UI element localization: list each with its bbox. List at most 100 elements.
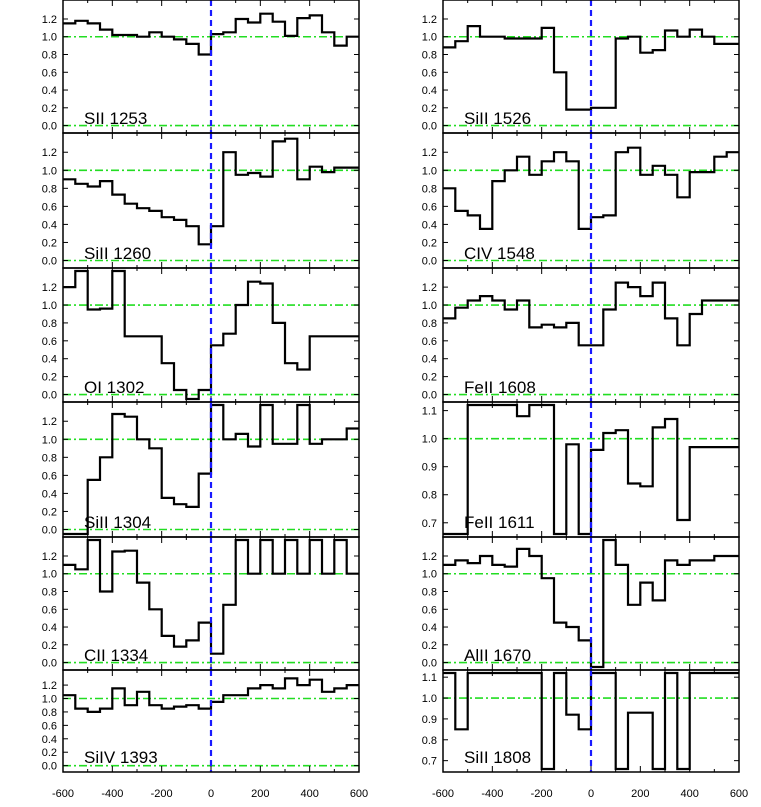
y-tick-label: 0.0 — [422, 255, 437, 267]
y-tick-label: 1.2 — [42, 551, 57, 563]
y-tick-label: 1.1 — [422, 406, 437, 418]
y-tick-label: 1.2 — [42, 680, 57, 692]
y-tick-label: 0.0 — [422, 121, 437, 133]
y-tick-label: 0.6 — [42, 604, 57, 616]
y-tick-label: 1.0 — [42, 569, 57, 581]
y-tick-label: 0.4 — [422, 622, 437, 634]
y-tick-label: 0.0 — [42, 121, 57, 133]
transition-label: SiII 1304 — [84, 513, 151, 532]
y-tick-label: 0.2 — [422, 640, 437, 652]
y-tick-label: 0.0 — [42, 390, 57, 402]
transition-label: SiII 1808 — [464, 748, 531, 767]
x-tick-label: 600 — [350, 788, 368, 800]
y-tick-label: 0.6 — [422, 604, 437, 616]
y-tick-label: 0.2 — [42, 372, 57, 384]
y-tick-label: 1.0 — [422, 300, 437, 312]
y-tick-label: 1.0 — [42, 32, 57, 44]
y-tick-label: 1.2 — [42, 14, 57, 26]
y-tick-label: 0.8 — [42, 707, 57, 719]
x-tick-label: -600 — [432, 788, 454, 800]
x-tick-label: 600 — [730, 788, 748, 800]
spectrum-line — [443, 281, 739, 347]
y-tick-label: 1.0 — [42, 694, 57, 706]
y-tick-label: 0.2 — [42, 506, 57, 518]
panel-frame — [62, 669, 360, 773]
y-tick-label: 0.8 — [42, 183, 57, 195]
y-tick-label: 1.2 — [42, 147, 57, 159]
y-tick-label: 0.4 — [42, 354, 57, 366]
panel-5: 0.0 0.2 0.4 0.6 0.8 1.0 1.2 CII 1334 — [42, 536, 360, 671]
y-tick-label: 0.4 — [42, 219, 57, 231]
y-tick-label: 0.4 — [422, 354, 437, 366]
panel-2: 0.0 0.2 0.4 0.6 0.8 1.0 1.2 SiII 1260 — [42, 132, 360, 269]
transition-label: CIV 1548 — [464, 244, 535, 263]
panel-10: 0.7 0.8 0.9 1.0 1.1 FeII 1611 — [422, 401, 740, 538]
y-tick-label: 1.0 — [422, 434, 437, 446]
transition-label: SII 1253 — [84, 109, 147, 128]
y-tick-label: 0.0 — [42, 524, 57, 536]
y-tick-label: 1.2 — [422, 282, 437, 294]
transition-label: SiII 1260 — [84, 244, 151, 263]
y-tick-label: 0.4 — [422, 85, 437, 97]
y-tick-label: 0.4 — [42, 85, 57, 97]
y-tick-label: 0.4 — [42, 488, 57, 500]
y-tick-label: 0.7 — [422, 756, 437, 768]
panel-4: 0.0 0.2 0.4 0.6 0.8 1.0 1.2 SiII 1304 — [42, 401, 360, 538]
y-tick-label: 0.4 — [422, 219, 437, 231]
panel-7: 0.0 0.2 0.4 0.6 0.8 1.0 1.2 SiII 1526 — [422, 0, 740, 134]
y-tick-label: 0.6 — [42, 720, 57, 732]
y-tick-label: 0.9 — [422, 462, 437, 474]
y-tick-label: 1.0 — [422, 569, 437, 581]
y-tick-label: 0.6 — [42, 470, 57, 482]
y-tick-label: 1.1 — [422, 672, 437, 684]
y-tick-label: 0.2 — [42, 103, 57, 115]
y-tick-label: 0.2 — [42, 747, 57, 759]
transition-label: OI 1302 — [84, 378, 145, 397]
y-tick-label: 0.6 — [42, 201, 57, 213]
y-tick-label: 0.8 — [422, 587, 437, 599]
y-tick-label: 0.8 — [42, 587, 57, 599]
y-tick-label: 0.2 — [422, 103, 437, 115]
x-tick-label: 200 — [251, 788, 269, 800]
y-tick-label: 0.8 — [422, 318, 437, 330]
y-tick-label: 1.2 — [422, 147, 437, 159]
y-tick-label: 1.0 — [422, 693, 437, 705]
y-tick-label: 0.7 — [422, 518, 437, 530]
y-tick-label: 1.2 — [42, 282, 57, 294]
y-tick-label: 0.8 — [42, 50, 57, 62]
spectrum-line — [443, 538, 739, 669]
y-tick-label: 0.8 — [422, 50, 437, 62]
y-tick-label: 0.0 — [42, 761, 57, 773]
x-tick-label: 0 — [208, 788, 214, 800]
x-tick-label: -200 — [531, 788, 553, 800]
spectrum-line — [443, 25, 739, 111]
panel-3: 0.0 0.2 0.4 0.6 0.8 1.0 1.2 OI 1302 — [42, 267, 360, 403]
x-tick-label: -200 — [151, 788, 173, 800]
y-tick-label: 0.8 — [422, 490, 437, 502]
y-tick-label: 0.4 — [42, 734, 57, 746]
spectrum-line — [63, 677, 359, 713]
panel-1: 0.0 0.2 0.4 0.6 0.8 1.0 1.2 SII 1253 — [42, 0, 360, 134]
y-tick-label: 0.6 — [42, 336, 57, 348]
y-tick-label: 1.0 — [42, 434, 57, 446]
y-tick-label: 0.6 — [422, 201, 437, 213]
panel-6: 0.0 0.20.4 0.60.81.0 1.2 SiIV 1393 — [42, 669, 360, 773]
y-tick-label: 0.6 — [42, 67, 57, 79]
transition-label: AlII 1670 — [464, 646, 531, 665]
y-tick-label: 0.6 — [422, 67, 437, 79]
y-tick-label: 0.0 — [42, 255, 57, 267]
y-tick-label: 0.0 — [42, 658, 57, 670]
y-tick-label: 0.2 — [42, 237, 57, 249]
panel-11: 0.0 0.2 0.4 0.6 0.8 1.0 1.2 AlII 1670 — [422, 536, 740, 671]
y-tick-label: 0.0 — [422, 390, 437, 402]
y-tick-label: 0.8 — [42, 318, 57, 330]
transition-label: FeII 1611 — [464, 513, 535, 532]
transition-label: SiII 1526 — [464, 109, 531, 128]
panel-12: 0.7 0.8 0.9 1.0 1.1 SiII 1808 — [422, 669, 740, 773]
y-tick-label: 0.8 — [42, 452, 57, 464]
transition-label: SiIV 1393 — [84, 748, 158, 767]
panel-8: 0.0 0.2 0.4 0.6 0.8 1.0 1.2 CIV 1548 — [422, 132, 740, 269]
y-tick-label: 0.0 — [422, 658, 437, 670]
y-tick-label: 1.0 — [42, 165, 57, 177]
